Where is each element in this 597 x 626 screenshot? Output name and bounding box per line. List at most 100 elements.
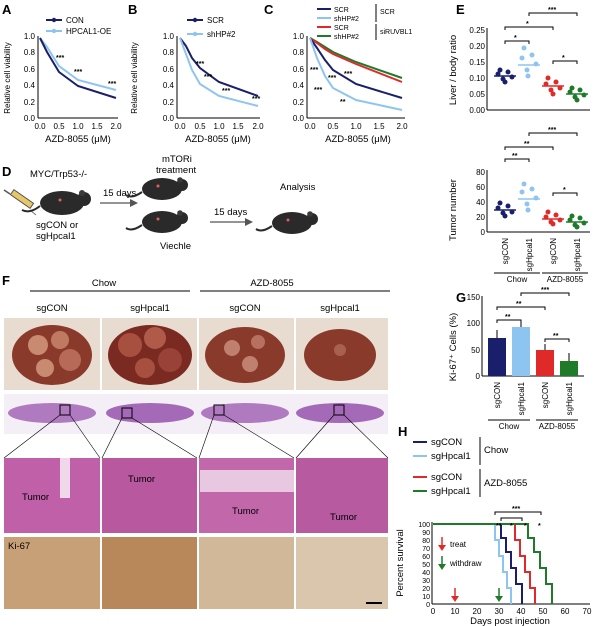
panel-b-ylabel: Relative cell viability	[130, 42, 139, 114]
g-bar	[512, 327, 530, 376]
h-xtick: 40	[517, 607, 526, 616]
c-xtick: 0.0	[304, 122, 316, 131]
g-sig: **	[516, 301, 522, 308]
panel-a-ylabel: Relative cell viability	[3, 42, 12, 114]
b-ytick: 0.0	[163, 114, 175, 123]
panel-d: D MYC/Trp53-/- sgCON or sgHpcal1 15 days…	[2, 154, 318, 252]
h-xtick: 10	[451, 607, 460, 616]
h-curve	[433, 523, 536, 604]
h-ytick: 90	[422, 530, 430, 537]
h-sig: *	[538, 523, 541, 530]
e-sig: *	[526, 21, 529, 28]
b-series-scr	[179, 37, 259, 97]
c-ytick: 1.0	[293, 32, 305, 41]
f-col: sgCON	[36, 303, 67, 314]
e-ytick: 60	[476, 183, 485, 192]
panel-f: F Chow AZD-8055 sgCON sgHpcal1 sgCON sgH…	[2, 273, 390, 609]
h-ytick: 80	[422, 538, 430, 545]
h-ytick: 30	[422, 578, 430, 585]
a-ytick: 0.2	[24, 98, 36, 107]
mouse-icon	[125, 210, 188, 233]
c-series-scr-si	[309, 37, 403, 83]
h-ytick: 40	[422, 570, 430, 577]
treat-arrow-icon	[451, 588, 459, 602]
a-sig: ***	[56, 55, 64, 62]
panel-label-f: F	[2, 273, 10, 288]
panel-b-xlabel: AZD-8055 (μM)	[185, 134, 251, 145]
g-sig: ***	[541, 287, 549, 294]
g-xcat: sgHpcal1	[565, 381, 574, 415]
panel-label-b: B	[128, 2, 137, 17]
f-col: sgHpcal1	[130, 303, 170, 314]
h-withdraw-label: withdraw	[449, 559, 482, 568]
c-sig: ***	[328, 75, 336, 82]
g-ytick: 100	[467, 319, 481, 328]
h-sig: ***	[512, 506, 520, 513]
c-legend-shhp-si: shHP#2	[334, 34, 359, 41]
h-xtick: 70	[583, 607, 592, 616]
c-series-shhp	[309, 37, 403, 111]
b-ytick: 0.6	[163, 65, 175, 74]
h-curve	[433, 523, 512, 604]
c-ytick: 0.4	[293, 81, 305, 90]
e-sig: *	[563, 187, 566, 194]
e-bottom-dots	[494, 181, 588, 230]
g-group: AZD-8055	[539, 422, 576, 431]
mouse-icon	[21, 190, 91, 215]
e-ytick: 0.15	[469, 58, 485, 67]
h-ytick: 100	[418, 522, 430, 529]
f-tumor-label: Tumor	[128, 474, 155, 485]
b-ytick: 0.8	[163, 48, 175, 57]
g-sig: **	[553, 333, 559, 340]
c-series-scr	[309, 37, 403, 99]
c-xtick: 0.5	[327, 122, 339, 131]
c-group-siruvbl1: siRUVBL1	[380, 29, 412, 36]
a-legend-con: CON	[66, 16, 84, 25]
f-group-azd: AZD-8055	[250, 278, 293, 289]
treat-arrow-icon	[438, 537, 446, 551]
panel-label-c: C	[264, 2, 274, 17]
h-xtick: 30	[495, 607, 504, 616]
c-xtick: 1.0	[350, 122, 362, 131]
e-ytick: 0	[481, 228, 486, 237]
a-ytick: 0.6	[24, 65, 36, 74]
h-sig: **	[496, 523, 502, 530]
panel-c-xlabel: AZD-8055 (μM)	[325, 134, 391, 145]
e-ytick: 80	[476, 168, 485, 177]
c-sig: ***	[314, 87, 322, 94]
withdraw-arrow-icon	[438, 556, 446, 570]
a-series-hpcal1	[39, 37, 117, 91]
g-xcat: sgHpcal1	[517, 381, 526, 415]
f-col: sgCON	[229, 303, 260, 314]
panel-c: C 0.0 0.2 0.4 0.6 0.8 1.0 0.0 0.5 1.0 1.…	[264, 2, 412, 145]
c-xtick: 2.0	[396, 122, 408, 131]
e-ytick: 0.20	[469, 42, 485, 51]
g-ytick: 150	[467, 293, 481, 302]
a-xtick: 1.5	[91, 122, 103, 131]
liver-photo	[304, 329, 376, 381]
e-group: AZD-8055	[547, 275, 584, 284]
h-ytick: 50	[422, 562, 430, 569]
b-legend-scr: SCR	[207, 16, 224, 25]
h-curve	[433, 523, 553, 604]
e-top-dots	[494, 45, 588, 103]
g-bar	[560, 361, 578, 376]
c-ytick: 0.2	[293, 98, 305, 107]
g-sig: **	[505, 314, 511, 321]
f-col: sgHpcal1	[320, 303, 360, 314]
f-tumor-label: Tumor	[22, 492, 49, 503]
b-series-shhp	[179, 37, 259, 107]
e-sig: **	[524, 141, 530, 148]
e-ylabel-top: Liver / body ratio	[448, 35, 459, 105]
d-days1: 15 days	[103, 188, 137, 199]
g-ytick: 50	[471, 346, 480, 355]
f-tumor-label: Tumor	[232, 506, 259, 517]
h-xtick: 50	[539, 607, 548, 616]
liver-photo	[12, 325, 92, 385]
b-xtick: 1.5	[232, 122, 244, 131]
h-xtick: 60	[561, 607, 570, 616]
h-ytick: 70	[422, 546, 430, 553]
g-bar	[536, 350, 554, 376]
e-sig: ***	[548, 7, 556, 14]
a-sig: ***	[74, 69, 82, 76]
